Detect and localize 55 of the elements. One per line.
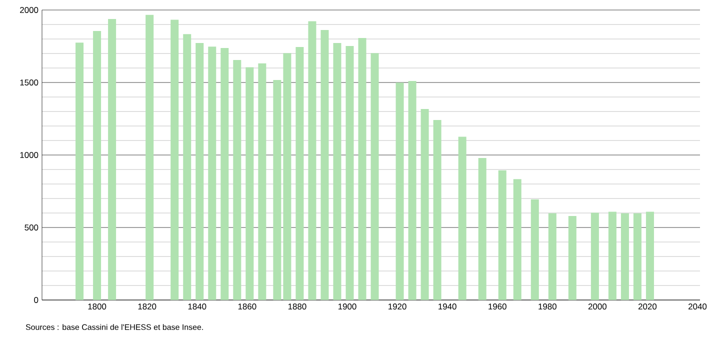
- bar: [498, 170, 506, 300]
- bar: [208, 46, 216, 300]
- bar: [358, 38, 366, 300]
- x-tick-label: 1880: [288, 304, 306, 310]
- bar: [108, 18, 116, 300]
- bar: [283, 53, 292, 300]
- bar: [420, 109, 429, 300]
- bar: [633, 213, 642, 300]
- x-tick-label: 1920: [388, 304, 406, 310]
- bar: [146, 14, 154, 300]
- bar: [530, 199, 539, 300]
- x-tick-label: 1980: [538, 304, 556, 310]
- y-tick-label: 1500: [20, 80, 38, 86]
- bar: [296, 46, 304, 300]
- bar: [590, 212, 599, 300]
- bar: [608, 212, 616, 300]
- bar: [76, 42, 84, 300]
- x-tick-label: 2040: [688, 304, 707, 310]
- x-tick-label: 1840: [188, 304, 206, 310]
- bar: [183, 34, 192, 300]
- bar: [433, 120, 442, 300]
- bar: [620, 213, 629, 300]
- bar: [646, 212, 654, 300]
- bar: [458, 136, 466, 300]
- bar: [170, 20, 179, 300]
- bar: [568, 216, 576, 300]
- bar: [246, 67, 254, 300]
- x-tick-label: 1900: [338, 304, 356, 310]
- x-tick-label: 2020: [638, 304, 657, 310]
- bar: [233, 60, 242, 300]
- bar: [220, 48, 229, 300]
- bar: [273, 80, 282, 300]
- x-tick-label: 1820: [138, 304, 156, 310]
- bar: [333, 43, 342, 300]
- x-tick-label: 1800: [88, 304, 106, 310]
- y-tick-label: 500: [24, 224, 38, 230]
- x-tick-label: 1940: [438, 304, 456, 310]
- x-tick-label: 1860: [238, 304, 256, 310]
- bar: [346, 46, 354, 300]
- bar: [370, 53, 379, 300]
- bar: [93, 31, 102, 300]
- y-tick-label: 0: [34, 297, 38, 303]
- bar: [320, 30, 329, 300]
- y-tick-label: 1000: [20, 152, 38, 158]
- bar: [478, 158, 486, 300]
- bar: [548, 213, 556, 300]
- bar: [396, 82, 404, 300]
- bar: [408, 81, 416, 300]
- bar: [258, 63, 266, 300]
- x-tick-label: 2000: [588, 304, 607, 310]
- bar: [196, 43, 204, 300]
- bar: [308, 21, 316, 300]
- bar: [513, 179, 522, 300]
- y-tick-label: 2000: [20, 7, 38, 13]
- x-tick-label: 1960: [488, 304, 506, 310]
